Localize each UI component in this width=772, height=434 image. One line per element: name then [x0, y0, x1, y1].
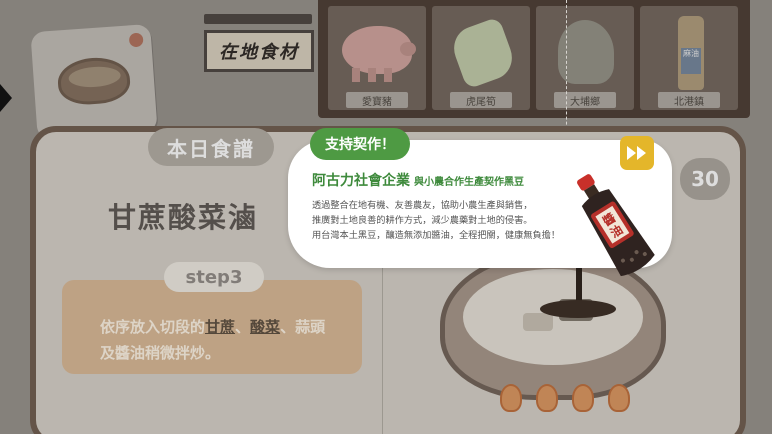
ingredient-sugarcane: 甘蔗: [205, 318, 236, 336]
brand-line: 阿古力社會企業 與小農合作生產契作黑豆: [312, 170, 524, 190]
fast-forward-button[interactable]: [620, 136, 654, 170]
flame-icon: [608, 384, 630, 412]
soy-sauce-stream: [576, 230, 582, 312]
pin-icon: [128, 32, 144, 48]
mustard-greens-icon: [558, 20, 614, 84]
guide-line: [566, 0, 567, 150]
shelf-item-bamboo[interactable]: 虎尾筍: [432, 6, 530, 110]
sign-hanger: [204, 14, 312, 24]
step-label: step3: [164, 262, 264, 292]
oil-bottle-icon: 麻油: [678, 16, 704, 90]
ingredient-shelf: 愛寶豬 虎尾筍 大埔鄉 麻油 北港鎮: [318, 0, 750, 118]
shelf-tag: 愛寶豬: [346, 92, 408, 108]
instruction-box: [62, 280, 362, 374]
pig-icon: [342, 26, 416, 82]
today-recipe-badge: 本日食譜: [148, 128, 274, 166]
vegetable-icon: [447, 16, 519, 90]
desc-line: 透過整合在地有機、友善農友，協助小農生產與銷售，: [312, 200, 533, 211]
sign-text: 在地食材: [219, 42, 299, 63]
shelf-item-mustard[interactable]: 大埔鄉: [536, 6, 634, 110]
instruction-suffix: 、蒜頭及醬油稍微拌炒。: [100, 318, 326, 362]
shelf-tag: 北港鎮: [658, 92, 720, 108]
back-arrow-icon[interactable]: [0, 84, 12, 112]
fast-forward-icon: [627, 146, 646, 160]
soy-sauce-bottle-icon[interactable]: 醬 油: [565, 160, 675, 280]
brand-subtitle: 與小農合作生產契作黑豆: [414, 177, 524, 188]
food-piece: [523, 313, 553, 331]
flame-icon: [572, 384, 594, 412]
bottle-label: 麻油: [681, 48, 701, 74]
support-contract-pill: 支持契作！: [310, 128, 410, 160]
desc-line: 推廣對土地良善的耕作方式，減少農藥對土地的侵害。: [312, 215, 533, 226]
ingredient-pickled-cabbage: 酸菜: [250, 318, 281, 336]
local-ingredients-sign: 在地食材: [204, 30, 314, 72]
instruction-prefix: 依序放入切段的: [100, 318, 206, 336]
recipe-title: 甘蔗酸菜滷: [108, 201, 259, 234]
instruction-sep: 、: [235, 318, 251, 336]
desc-line: 用台灣本土黑豆，釀造無添加醬油，全程把關，健康無負擔！: [312, 230, 561, 241]
stew-pot-icon: [56, 55, 132, 107]
flame-icon: [536, 384, 558, 412]
flame-icon: [500, 384, 522, 412]
recipe-photo-card: [30, 23, 158, 141]
instruction-text: 依序放入切段的甘蔗、酸菜、蒜頭及醬油稍微拌炒。: [100, 314, 340, 366]
shelf-tag: 虎尾筍: [450, 92, 512, 108]
pot-interior: [463, 269, 643, 365]
timer-counter: 30: [680, 158, 730, 200]
popup-description: 透過整合在地有機、友善農友，協助小農生產與銷售， 推廣對土地良善的耕作方式，減少…: [312, 198, 572, 243]
shelf-tag: 大埔鄉: [554, 92, 616, 108]
soy-sauce-pool: [540, 300, 616, 318]
panel-divider: [382, 150, 383, 434]
shelf-item-pig[interactable]: 愛寶豬: [328, 6, 426, 110]
brand-name: 阿古力社會企業: [312, 173, 410, 189]
shelf-item-oil[interactable]: 麻油 北港鎮: [640, 6, 738, 110]
